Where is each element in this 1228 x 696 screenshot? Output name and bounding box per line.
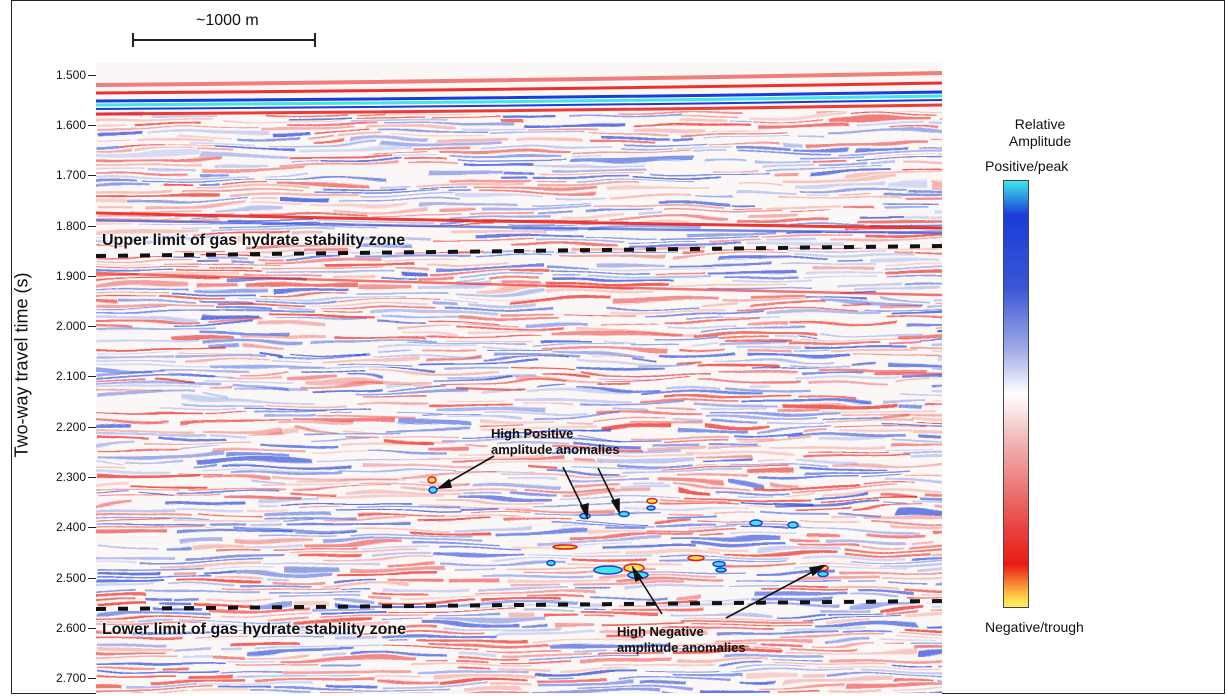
y-axis-ticks: 1.500 1.600 1.700 1.800 1.900 2.000 2.10…: [40, 63, 96, 694]
negative-anomaly-line2: amplitude anomalies: [617, 640, 746, 655]
y-tick-label: 1.800: [55, 219, 86, 233]
positive-anomaly-label: High Positive amplitude anomalies: [491, 426, 620, 458]
annotation-arrows: [436, 455, 827, 619]
y-tick-label: 2.300: [55, 470, 86, 484]
y-tick-label: 2.200: [55, 420, 86, 434]
seismic-section: [96, 63, 942, 694]
legend-title-line1: Relative: [1014, 116, 1066, 132]
y-tick-label: 2.000: [55, 319, 86, 333]
legend-bottom-label: Negative/trough: [985, 619, 1084, 635]
legend-top-label: Positive/peak: [985, 158, 1069, 174]
positive-anomaly-line1: High Positive: [491, 426, 574, 441]
lower-zone-label: Lower limit of gas hydrate stability zon…: [102, 621, 407, 638]
y-tick-label: 2.600: [55, 621, 86, 635]
lower-hydrate-line: [96, 599, 942, 611]
upper-zone-label: Upper limit of gas hydrate stability zon…: [102, 232, 406, 249]
y-tick-label: 2.500: [55, 571, 86, 585]
legend-title: Relative Amplitude: [985, 116, 1095, 150]
y-tick-label: 1.700: [55, 168, 86, 182]
y-tick-label: 1.900: [55, 269, 86, 283]
negative-anomaly-label: High Negative amplitude anomalies: [617, 624, 746, 656]
legend-title-line2: Amplitude: [1008, 133, 1072, 149]
y-tick-label: 1.600: [55, 118, 86, 132]
scale-bar: [132, 30, 316, 48]
y-tick-label: 2.100: [55, 369, 86, 383]
y-tick-label: 2.700: [55, 671, 86, 685]
y-axis-label: Two-way travel time (s): [11, 272, 32, 458]
upper-hydrate-line: [96, 244, 942, 258]
y-tick-label: 1.500: [55, 68, 86, 82]
scale-label: ~1000 m: [196, 12, 259, 29]
negative-anomaly-line1: High Negative: [617, 624, 704, 639]
y-tick-label: 2.400: [55, 520, 86, 534]
seismic-image: [96, 63, 942, 694]
positive-anomaly-line2: amplitude anomalies: [491, 442, 620, 457]
amplitude-colorbar: [1003, 180, 1029, 608]
